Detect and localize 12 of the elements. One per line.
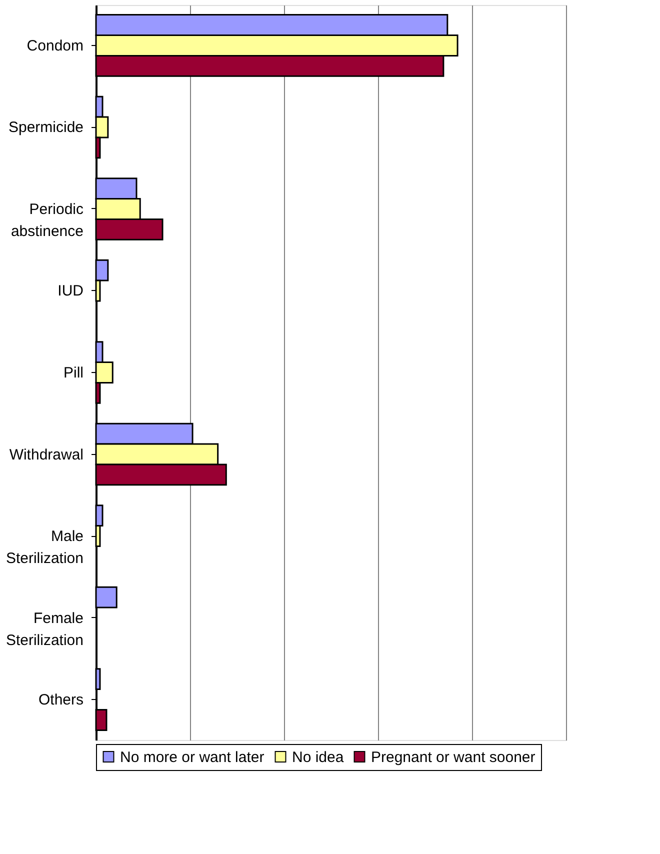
y-tick-label: Condom [26, 37, 84, 54]
y-tick-label: Male Sterilization [6, 528, 84, 568]
y-tick-label: Periodic abstinence [10, 200, 84, 240]
y-tick-label: Others [38, 692, 84, 709]
y-tick-label: Female Sterilization [6, 610, 84, 649]
legend-label: No idea [292, 748, 344, 766]
legend-label: No more or want later [120, 748, 264, 766]
y-tick-label: Pill [63, 364, 84, 382]
legend-label: Pregnant or want sooner [371, 748, 536, 766]
y-tick-label: IUD [58, 282, 84, 300]
y-tick-label: Spermicide [8, 119, 84, 136]
y-tick-label: Withdrawal [9, 446, 84, 464]
